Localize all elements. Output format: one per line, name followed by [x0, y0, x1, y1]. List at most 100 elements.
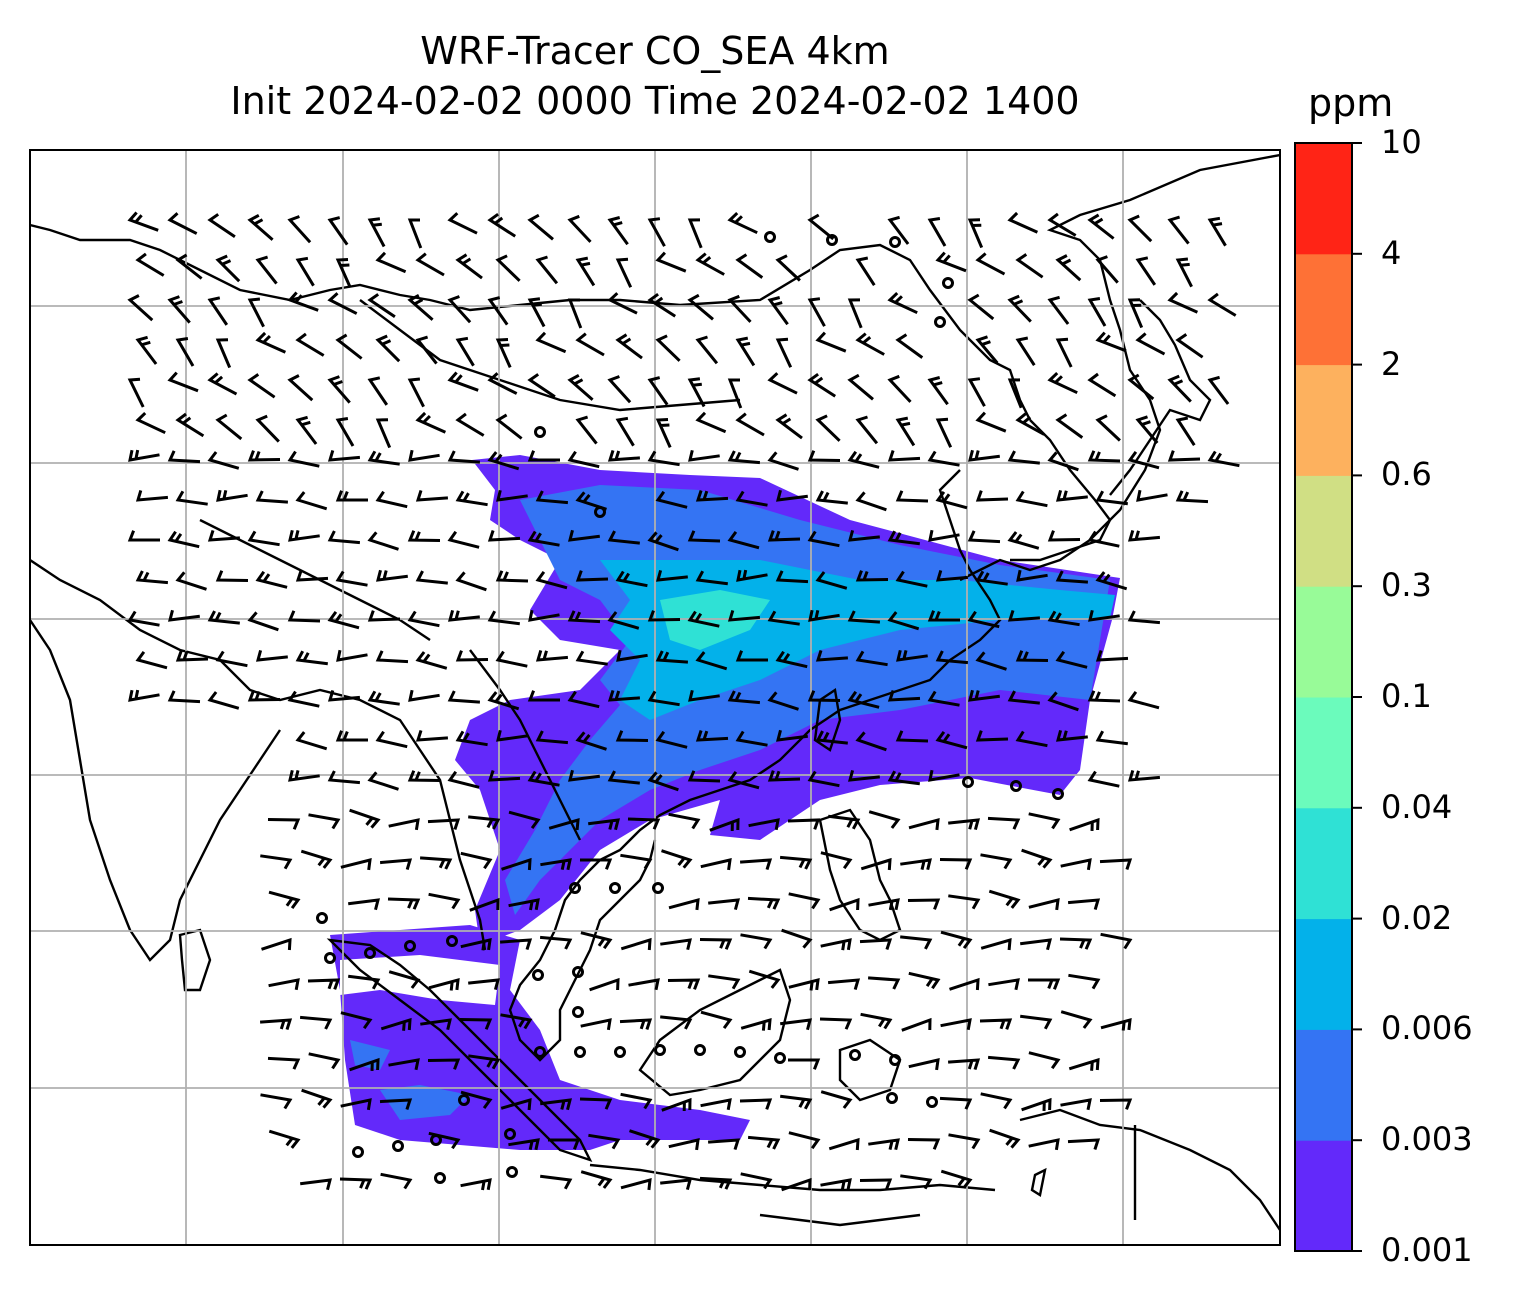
wind-barb [727, 378, 743, 409]
wind-barb [255, 650, 288, 662]
wind-barb [1095, 490, 1128, 506]
wind-barb [1127, 214, 1153, 243]
wind-barb [896, 649, 928, 662]
wind-barb [1175, 333, 1204, 359]
wind-barb [767, 770, 801, 782]
colorbar-tick-label: 0.02 [1381, 898, 1453, 937]
wind-barb [388, 818, 420, 831]
wind-barb [820, 1090, 853, 1109]
calm-wind-circle [434, 1172, 446, 1184]
wind-barb [1167, 374, 1192, 403]
wind-barb [775, 254, 801, 282]
wind-barb [327, 375, 351, 404]
calm-wind-circle [826, 234, 838, 246]
wind-barb [527, 770, 560, 787]
wind-barb [927, 217, 947, 247]
wind-barb [548, 817, 580, 831]
wind-barb [1016, 569, 1048, 582]
wind-barb [207, 691, 240, 710]
wind-barb [427, 1058, 461, 1070]
wind-barb [175, 253, 203, 280]
wind-barb [259, 1018, 293, 1031]
wind-barb [607, 292, 638, 315]
wind-barb [735, 336, 756, 367]
wind-barb [167, 295, 191, 324]
wind-barb [607, 449, 641, 462]
wind-barb [628, 978, 660, 991]
wind-barb [1020, 938, 1053, 951]
wind-barb [967, 293, 995, 321]
wind-barb [495, 254, 521, 282]
wind-barb [428, 1131, 461, 1150]
colorbar-segment [1295, 143, 1352, 255]
wind-barb [487, 691, 520, 711]
wind-barb [1047, 212, 1077, 237]
wind-barb [501, 857, 532, 871]
wind-barb [767, 372, 798, 395]
wind-barb [868, 898, 900, 911]
wind-barb [415, 411, 447, 434]
wind-barb [1060, 1010, 1093, 1029]
wind-barb [487, 610, 520, 626]
wind-barb [1055, 650, 1088, 669]
wind-barb [1047, 530, 1081, 542]
wind-barb [747, 896, 781, 910]
wind-barb [308, 1052, 341, 1070]
wind-barb [295, 570, 329, 582]
coast-korea [1010, 419, 1112, 562]
calm-wind-circle [889, 1054, 901, 1066]
wind-barb [348, 974, 381, 990]
calm-wind-circle [764, 231, 776, 243]
wind-barb [655, 650, 689, 664]
map-panel [30, 150, 1280, 1245]
wind-barb [661, 849, 693, 869]
wind-barb [301, 1088, 333, 1109]
wind-barb [375, 650, 409, 664]
wind-barb [336, 649, 368, 662]
wind-barb [695, 651, 728, 671]
wind-barb [887, 292, 918, 315]
wind-barb [779, 855, 813, 870]
wind-barb [1207, 375, 1230, 405]
wind-barb [695, 730, 729, 742]
wind-barb [629, 1129, 661, 1149]
wind-barb [260, 1093, 293, 1110]
wind-barb [295, 491, 328, 511]
wind-barb [1028, 1051, 1061, 1070]
wind-barb [468, 815, 501, 830]
wind-barb [487, 770, 521, 782]
wind-barb [708, 974, 741, 990]
wind-barb [855, 731, 887, 752]
wind-barb [615, 333, 643, 360]
wind-barb [895, 490, 929, 503]
wind-barb [340, 1098, 372, 1111]
wind-barb [508, 1138, 540, 1151]
wind-barb [127, 377, 145, 408]
colorbar-segment [1295, 1140, 1352, 1252]
wind-barb [948, 1133, 981, 1150]
calm-wind-circle [569, 882, 581, 894]
wind-barb [859, 1178, 893, 1190]
wind-barb [655, 570, 688, 582]
wind-barb [687, 770, 721, 783]
wind-barb [367, 531, 399, 551]
wind-barb [1015, 730, 1048, 748]
wind-barb [287, 291, 319, 312]
wind-barb [927, 450, 960, 467]
wind-barb [620, 1177, 652, 1191]
wind-barb [527, 373, 556, 399]
wind-barb [735, 490, 768, 507]
wind-barb [460, 1090, 493, 1109]
wind-barb [700, 1010, 733, 1029]
wind-barb [700, 1098, 732, 1111]
wind-barb [660, 1015, 693, 1030]
wind-barb [655, 490, 688, 509]
wind-barb [567, 450, 600, 469]
wind-barb [580, 1018, 612, 1031]
wind-barb [975, 335, 999, 364]
wind-barb [300, 1178, 333, 1191]
wind-barb [567, 610, 601, 624]
wind-barb [207, 213, 236, 239]
wind-barb [580, 1170, 613, 1189]
wind-barb [727, 450, 761, 465]
